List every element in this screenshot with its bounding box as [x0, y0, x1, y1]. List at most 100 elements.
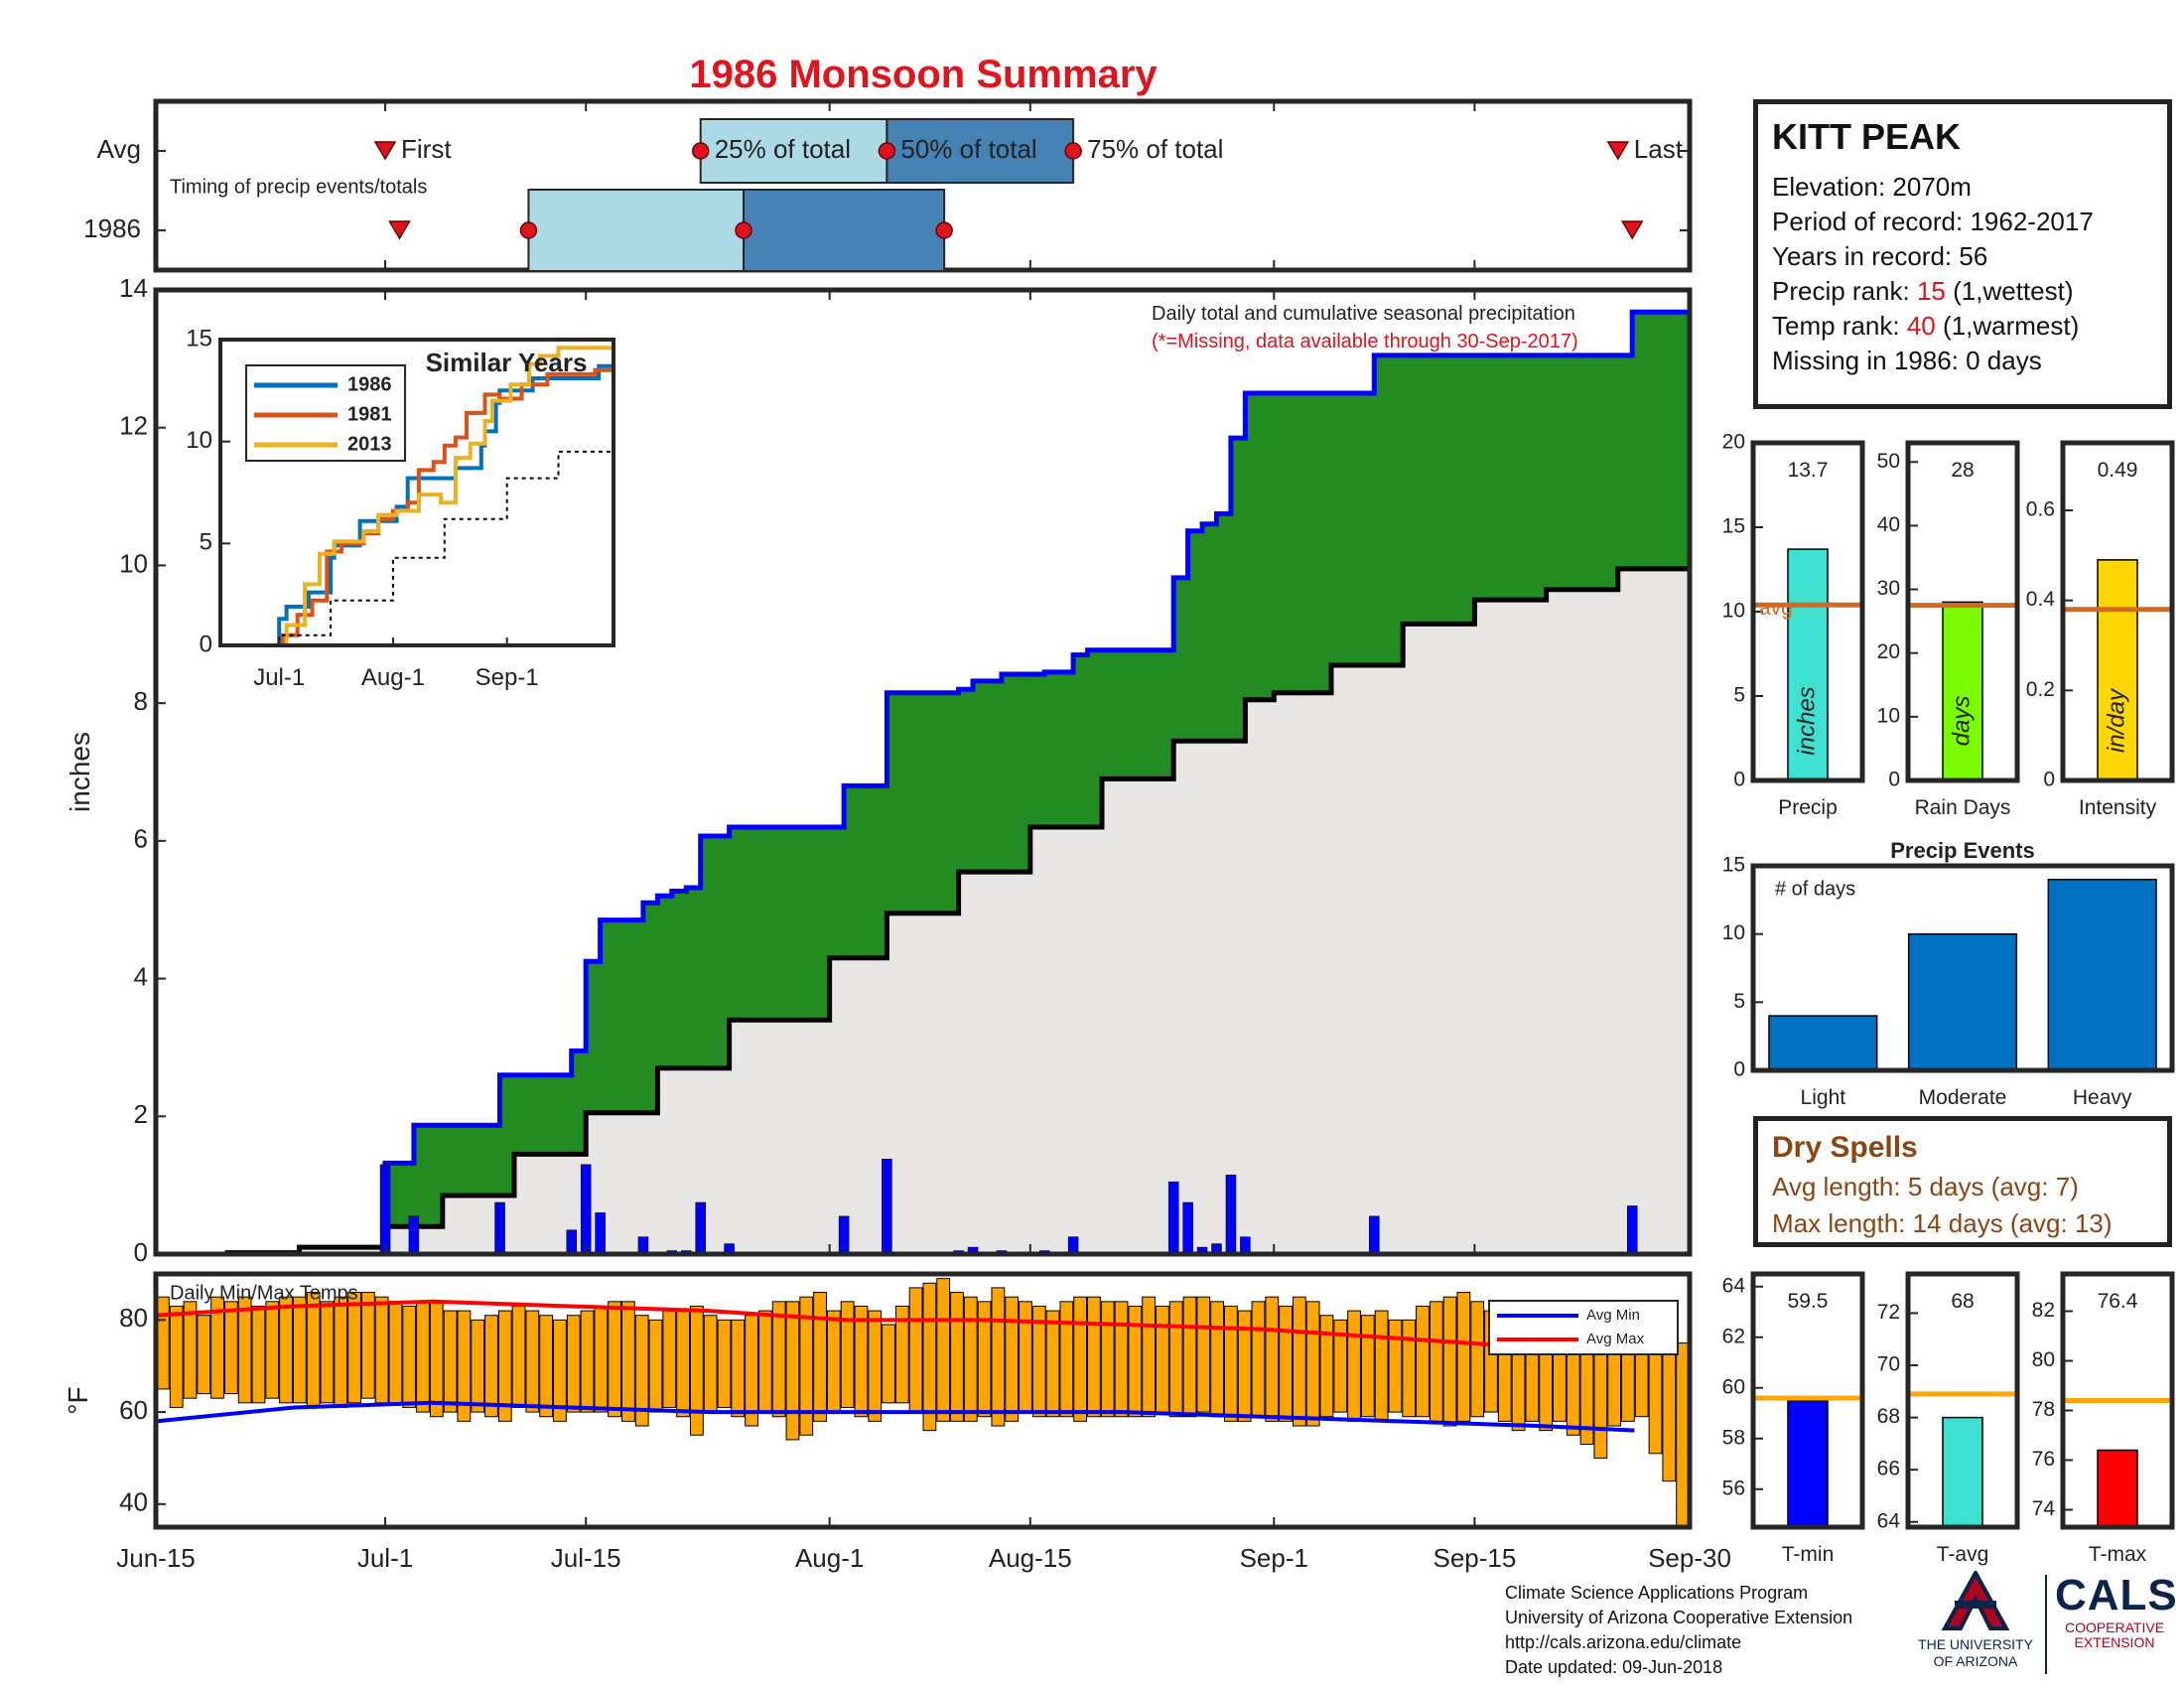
daily-temp-bar — [963, 1296, 978, 1422]
daily-temp-bar — [1470, 1301, 1485, 1418]
daily-precip-bar — [882, 1159, 892, 1255]
daily-temp-bar — [1251, 1301, 1266, 1418]
cumulative-1986-line — [156, 309, 1690, 1257]
precip_total-bar — [1787, 548, 1829, 781]
footer-line: University of Arizona Cooperative Extens… — [1505, 1608, 1853, 1627]
precip-events-y-tick-label: 10 — [1722, 921, 1745, 944]
daily-temp-bar — [566, 1315, 581, 1413]
daily-precip-bar — [1369, 1215, 1380, 1255]
temp-y-axis-label: °F — [63, 1386, 93, 1414]
daily-temp-bar — [1388, 1319, 1403, 1413]
timing-1986-quartile-marker — [935, 221, 953, 239]
precip-events-y-tick-label: 15 — [1722, 854, 1745, 877]
timing-last-label: Last — [1634, 134, 1684, 164]
precip_total-y-tick-label: 20 — [1722, 431, 1745, 454]
daily-temp-bar — [634, 1315, 649, 1427]
daily-temp-bar — [894, 1305, 909, 1404]
elevation-line: Elevation: 2070m — [1772, 172, 1972, 202]
daily-precip-bar — [838, 1215, 850, 1255]
date-x-tick-label: Jun-15 — [116, 1543, 196, 1573]
daily-temp-bar — [1237, 1310, 1252, 1422]
daily-temp-bar — [374, 1296, 389, 1404]
legend-label: Avg Min — [1586, 1307, 1640, 1324]
timing-avg-quartile-marker — [691, 142, 710, 160]
timing-avg-first-last-marker — [373, 141, 397, 161]
daily-temp-bar — [320, 1301, 335, 1404]
tmax-y-tick-label: 74 — [2032, 1497, 2056, 1520]
precip_total-unit-label: inches — [1793, 686, 1820, 755]
daily-temp-bar — [553, 1319, 567, 1422]
daily-temp-bar — [1593, 1337, 1608, 1459]
cumulative-y-tick-label: 10 — [119, 548, 148, 578]
intensity-y-tick-label: 0.6 — [2026, 498, 2055, 521]
period-value: 1962-2017 — [1970, 207, 2094, 236]
daily-temp-bar — [1087, 1296, 1101, 1418]
precip-rank-line: Precip rank: 15 (1,wettest) — [1772, 276, 2074, 306]
daily-temp-bar — [1319, 1315, 1334, 1418]
similar-series-2013 — [220, 346, 614, 647]
daily-temp-bar — [223, 1301, 238, 1395]
daily-temp-bar — [689, 1305, 704, 1436]
daily-precip-bar — [595, 1212, 606, 1255]
daily-temp-bar — [785, 1301, 800, 1441]
rain_days-y-tick-label: 10 — [1877, 704, 1900, 727]
similar-y-tick-label: 10 — [186, 427, 212, 454]
arizona-a-icon — [1941, 1568, 2010, 1630]
daily-temp-bar — [334, 1296, 348, 1408]
daily-temp-bar — [525, 1310, 540, 1413]
cumulative-y-tick-label: 4 — [134, 961, 148, 991]
daily-temp-bar — [1456, 1292, 1471, 1422]
daily-temp-bar — [840, 1301, 855, 1408]
tmax-category-label: T-max — [2089, 1543, 2147, 1566]
cumulative-y-tick-label: 2 — [134, 1099, 148, 1129]
precip-events-panel — [1750, 863, 2175, 1073]
daily-temp-bar — [457, 1310, 472, 1422]
timing-1986-first-last-marker — [1620, 220, 1644, 240]
daily-temp-bar — [1128, 1305, 1143, 1418]
precip_total-y-tick-label: 5 — [1733, 684, 1745, 707]
rain_days-y-tick-label: 30 — [1877, 577, 1900, 600]
daily-temp-bar — [1347, 1310, 1361, 1422]
university-of-arizona-logo: THE UNIVERSITY OF ARIZONA — [1916, 1568, 2035, 1669]
daily-temp-bar — [1045, 1310, 1060, 1418]
timing-q75-label: 75% of total — [1087, 134, 1223, 164]
legend-label: Avg Max — [1586, 1331, 1645, 1347]
date-x-tick-label: Sep-1 — [1240, 1543, 1308, 1573]
tmin-y-tick-label: 60 — [1722, 1375, 1745, 1398]
daily-temp-bar — [1005, 1296, 1020, 1422]
missing-data-note: (*=Missing, data available through 30-Se… — [1152, 331, 1578, 352]
daily-temp-bar — [1182, 1296, 1197, 1418]
missing-line: Missing in 1986: 0 days — [1772, 346, 2042, 375]
cumulative-annotation: Daily total and cumulative seasonal prec… — [1152, 303, 1575, 325]
legend-label: 1986 — [347, 373, 392, 395]
precip_total-y-tick-label: 10 — [1722, 600, 1745, 623]
tmin-y-tick-label: 56 — [1722, 1477, 1745, 1499]
daily-temp-bar — [1100, 1301, 1115, 1418]
tmin-y-tick-label: 58 — [1722, 1426, 1745, 1449]
similar-series-average — [220, 435, 614, 646]
daily-temp-bar — [662, 1310, 677, 1408]
tmin-bar — [1787, 1399, 1829, 1528]
above-average-fill — [156, 312, 1690, 1254]
tmin-category-label: T-min — [1782, 1543, 1835, 1566]
daily-precip-bar — [1626, 1205, 1638, 1255]
date-x-tick-label: Aug-1 — [795, 1543, 864, 1573]
timing-1986-quartile-marker — [519, 221, 538, 239]
daily-temp-bar — [1196, 1296, 1211, 1413]
date-x-tick-label: Jul-15 — [551, 1543, 621, 1573]
intensity-category-label: Intensity — [2079, 796, 2157, 819]
footer-link[interactable]: http://cals.arizona.edu/climate — [1505, 1632, 1742, 1652]
daily-temp-bar — [991, 1287, 1006, 1427]
cumulative-panel — [153, 287, 1693, 1257]
daily-temp-bar — [1223, 1305, 1238, 1422]
daily-temp-bar — [197, 1315, 211, 1395]
precip-events-y-tick-label: 0 — [1733, 1058, 1745, 1081]
daily-precip-bar — [1225, 1174, 1237, 1255]
date-x-tick-label: Aug-15 — [989, 1543, 1072, 1573]
daily-temp-bar — [471, 1319, 485, 1413]
daily-temp-bar — [251, 1305, 266, 1404]
daily-precip-bar — [580, 1164, 592, 1255]
temp-rank-line: Temp rank: 40 (1,warmest) — [1772, 311, 2080, 341]
daily-temp-bar — [908, 1287, 923, 1413]
